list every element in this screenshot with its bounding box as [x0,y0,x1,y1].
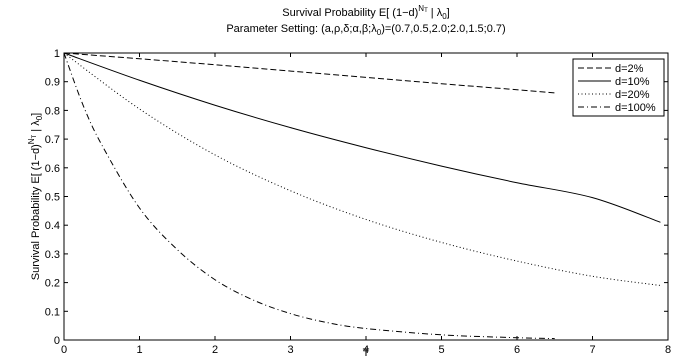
x-tick-label: 3 [287,344,293,356]
legend: d=2%d=10%d=20%d=100% [572,58,665,117]
legend-label-2: d=10% [615,76,650,88]
series-line-1 [63,52,555,94]
y-tick-label: 0.2 [45,278,60,290]
series-line-2 [63,52,661,223]
series-line-3 [63,52,661,286]
y-tick-label: 0.8 [45,105,60,117]
chart-subtitle: Parameter Setting: (a,ρ,δ;α,β;λ0)=(0.7,0… [226,23,506,37]
y-tick-label: 0.9 [45,77,60,89]
y-tick-label: 0 [54,335,60,347]
x-tick-label: 2 [212,344,218,356]
y-tick-label: 0.3 [45,249,60,261]
x-tick-label: 5 [438,344,444,356]
y-axis-label: Survival Probability E[ (1−d)NT | λ0] [27,113,44,280]
x-tick-label: 0 [61,344,67,356]
x-tick-label: 4 [363,344,369,356]
x-tick-label: 8 [665,344,671,356]
legend-label-4: d=100% [615,102,656,114]
y-tick-label: 0.7 [45,134,60,146]
y-tick-label: 1 [54,48,60,60]
legend-label-3: d=20% [615,89,650,101]
y-tick-label: 0.5 [45,192,60,204]
y-tick-label: 0.4 [45,220,60,232]
x-axis-label: T [363,347,370,359]
legend-label-1: d=2% [615,63,644,75]
x-tick-label: 6 [514,344,520,356]
chart-title: Survival Probability E[ (1−d)NT | λ0] [282,4,450,21]
y-tick-label: 0.6 [45,163,60,175]
x-tick-label: 7 [589,344,595,356]
x-tick-label: 1 [136,344,142,356]
y-tick-label: 0.1 [45,306,60,318]
